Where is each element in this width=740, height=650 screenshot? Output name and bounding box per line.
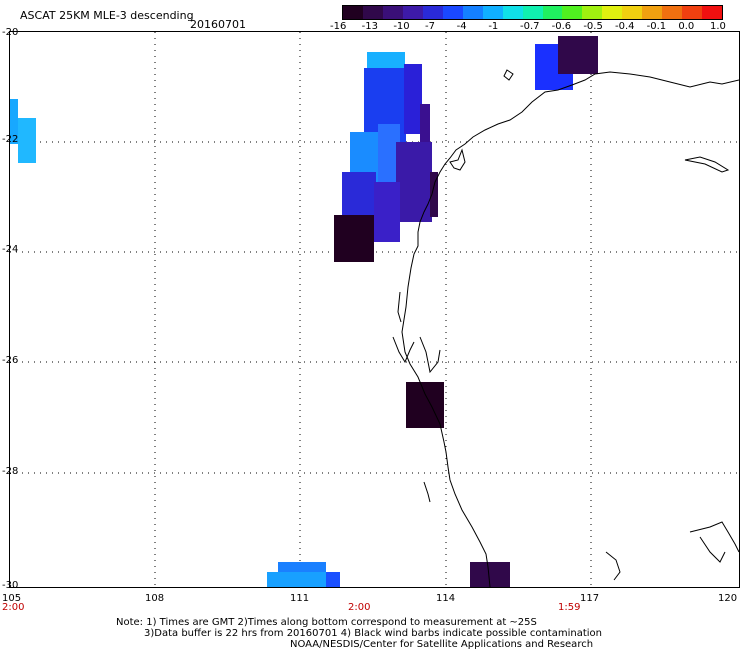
lat-label: -28 bbox=[2, 466, 19, 477]
cell bbox=[420, 104, 430, 164]
colorbar-segment bbox=[462, 6, 483, 19]
coast-se bbox=[689, 521, 739, 553]
shark-bay bbox=[392, 336, 415, 364]
colorbar-segment bbox=[562, 6, 583, 19]
colorbar-segment bbox=[702, 6, 723, 19]
colorbar-label: -4 bbox=[456, 21, 467, 32]
colorbar-segment bbox=[522, 6, 543, 19]
colorbar-labels: -16 -13 -10 -7 -4 -1 -0.7 -0.6 -0.5 -0.4 -0.1 0.0 1.… bbox=[330, 21, 740, 33]
colorbar-label: -7 bbox=[425, 21, 435, 32]
exmouth-gulf bbox=[449, 148, 466, 171]
colorbar-segment bbox=[482, 6, 503, 19]
colorbar-label: -13 bbox=[361, 21, 378, 32]
shark-bay-inner bbox=[419, 336, 441, 374]
colorbar-segment bbox=[442, 6, 463, 19]
wa-coast bbox=[401, 71, 739, 587]
lon-label: 117 bbox=[580, 593, 600, 604]
cell bbox=[558, 36, 598, 74]
lat-label: -20 bbox=[2, 27, 19, 38]
cell bbox=[367, 52, 405, 70]
wind-cells bbox=[10, 36, 598, 587]
colorbar-segment bbox=[682, 6, 703, 19]
colorbar-segment bbox=[502, 6, 523, 19]
colorbar-label: -0.5 bbox=[583, 21, 603, 32]
colorbar-label: -0.4 bbox=[615, 21, 635, 32]
colorbar-label: -10 bbox=[393, 21, 410, 32]
cell bbox=[10, 99, 18, 144]
cell bbox=[18, 118, 36, 163]
cell bbox=[396, 142, 432, 222]
lake-se bbox=[699, 536, 726, 563]
cell bbox=[404, 64, 422, 134]
colorbar-segment bbox=[642, 6, 663, 19]
lat-label: -26 bbox=[2, 355, 19, 366]
time-label: 2:00 bbox=[2, 602, 25, 613]
time-label: 2:00 bbox=[348, 602, 371, 613]
colorbar-segment bbox=[582, 6, 603, 19]
colorbar-segment bbox=[542, 6, 563, 19]
colorbar-label: 1.0 bbox=[710, 21, 726, 32]
colorbar-segment bbox=[402, 6, 423, 19]
note-line-3: NOAA/NESDIS/Center for Satellite Applica… bbox=[290, 639, 594, 650]
colorbar bbox=[342, 5, 723, 20]
cell bbox=[378, 124, 400, 184]
lat-label: -22 bbox=[2, 134, 19, 145]
lon-label: 108 bbox=[145, 593, 165, 604]
coastline bbox=[392, 69, 739, 587]
colorbar-label: -16 bbox=[330, 21, 347, 32]
cell bbox=[326, 572, 340, 587]
graticule bbox=[10, 32, 739, 587]
island-montebello bbox=[503, 69, 514, 81]
colorbar-label: -0.7 bbox=[520, 21, 540, 32]
cell bbox=[334, 215, 374, 262]
time-label: 1:59 bbox=[558, 602, 581, 613]
coast-east bbox=[684, 156, 730, 173]
abrolhos bbox=[423, 481, 431, 503]
colorbar-label: 0.0 bbox=[678, 21, 695, 32]
colorbar-segment bbox=[343, 6, 363, 19]
colorbar-segment bbox=[362, 6, 383, 19]
lat-label: -24 bbox=[2, 244, 19, 255]
lon-label: 120 bbox=[718, 593, 738, 604]
lon-label: 111 bbox=[290, 593, 310, 604]
cell bbox=[430, 172, 438, 217]
product-title: ASCAT 25KM MLE-3 descending bbox=[20, 9, 194, 22]
lat-label: -30 bbox=[2, 580, 19, 591]
colorbar-segment bbox=[422, 6, 443, 19]
lake-s bbox=[605, 551, 621, 581]
lon-label: 114 bbox=[436, 593, 456, 604]
colorbar-label: -1 bbox=[488, 21, 499, 32]
colorbar-segment bbox=[382, 6, 403, 19]
cell bbox=[267, 572, 339, 587]
colorbar-label: -0.1 bbox=[646, 21, 667, 32]
colorbar-label: -0.6 bbox=[551, 21, 572, 32]
colorbar-segment bbox=[602, 6, 623, 19]
lon-label: 105 bbox=[2, 593, 22, 604]
cell bbox=[406, 382, 444, 428]
colorbar-segment bbox=[662, 6, 683, 19]
colorbar-segment bbox=[622, 6, 643, 19]
map-panel bbox=[9, 31, 740, 588]
note-line-2: 3)Data buffer is 22 hrs from 20160701 4)… bbox=[144, 628, 602, 639]
island-dirk-hartog bbox=[397, 291, 402, 323]
cell bbox=[374, 182, 400, 242]
product-date: 20160701 bbox=[190, 18, 246, 31]
note-line-1: Note: 1) Times are GMT 2)Times along bot… bbox=[116, 617, 537, 628]
map-svg bbox=[10, 32, 739, 587]
